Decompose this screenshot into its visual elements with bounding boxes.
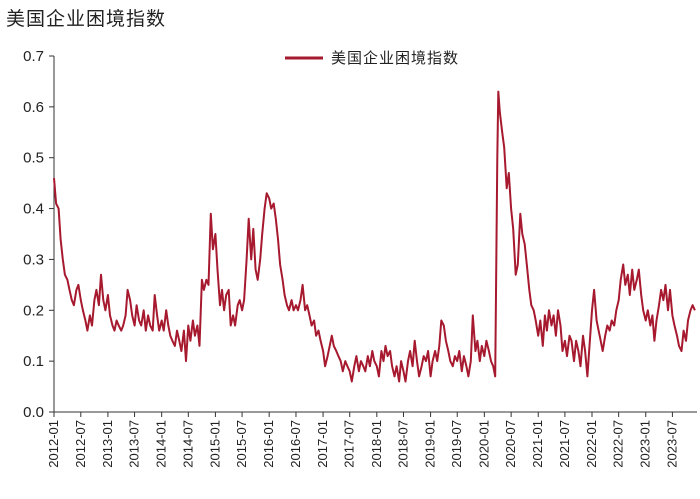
y-tick-label: 0.6 xyxy=(23,99,44,116)
x-tick-label: 2018-07 xyxy=(395,420,410,468)
y-tick-label: 0.3 xyxy=(23,251,44,268)
x-tick-label: 2012-07 xyxy=(73,420,88,468)
x-tick-label: 2021-07 xyxy=(557,420,572,468)
x-tick-label: 2018-01 xyxy=(369,420,384,468)
y-tick-label: 0.7 xyxy=(23,48,44,65)
x-tick-label: 2016-01 xyxy=(261,420,276,468)
x-tick-label: 2019-07 xyxy=(449,420,464,468)
y-axis: 0.0 0.1 0.2 0.3 0.4 0.5 0.6 0.7 xyxy=(23,48,55,421)
series-line xyxy=(53,90,696,383)
x-tick-label: 2023-01 xyxy=(638,420,653,468)
x-tick-label: 2015-07 xyxy=(234,420,249,468)
y-tick-label: 0.5 xyxy=(23,150,44,167)
x-tick-label: 2020-07 xyxy=(503,420,518,468)
x-tick-label: 2014-01 xyxy=(154,420,169,468)
x-tick-label: 2022-01 xyxy=(584,420,599,468)
x-tick-label: 2021-01 xyxy=(530,420,545,468)
x-tick-label: 2013-07 xyxy=(127,420,142,468)
x-tick-label: 2022-07 xyxy=(611,420,626,468)
page-title: 美国企业困境指数 xyxy=(6,8,167,30)
x-tick-label: 2020-01 xyxy=(476,420,491,468)
x-tick-label: 2017-01 xyxy=(315,420,330,468)
y-tick-label: 0.0 xyxy=(23,404,44,421)
x-tick-label: 2012-01 xyxy=(46,420,61,468)
x-tick-label: 2023-07 xyxy=(664,420,679,468)
x-tick-label: 2015-01 xyxy=(207,420,222,468)
legend: 美国企业困境指数 xyxy=(285,49,459,67)
x-tick-label: 2019-01 xyxy=(423,420,438,468)
series-area xyxy=(53,90,696,383)
y-tick-label: 0.4 xyxy=(23,201,44,218)
y-tick-label: 0.1 xyxy=(23,353,44,370)
x-axis: 2012-01 2012-07 2013-01 2013-07 2014-01 2014-… xyxy=(46,411,697,468)
legend-label: 美国企业困境指数 xyxy=(331,49,459,67)
x-tick-label: 2013-01 xyxy=(100,420,115,468)
x-tick-label: 2016-07 xyxy=(288,420,303,468)
x-tick-label: 2014-07 xyxy=(180,420,195,468)
x-tick-label: 2017-07 xyxy=(342,420,357,468)
y-tick-label: 0.2 xyxy=(23,302,44,319)
